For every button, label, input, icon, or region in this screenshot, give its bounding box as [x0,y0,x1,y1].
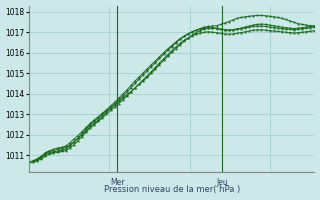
Text: Mer: Mer [110,178,125,187]
X-axis label: Pression niveau de la mer( hPa ): Pression niveau de la mer( hPa ) [104,185,240,194]
Text: Jeu: Jeu [216,178,228,187]
